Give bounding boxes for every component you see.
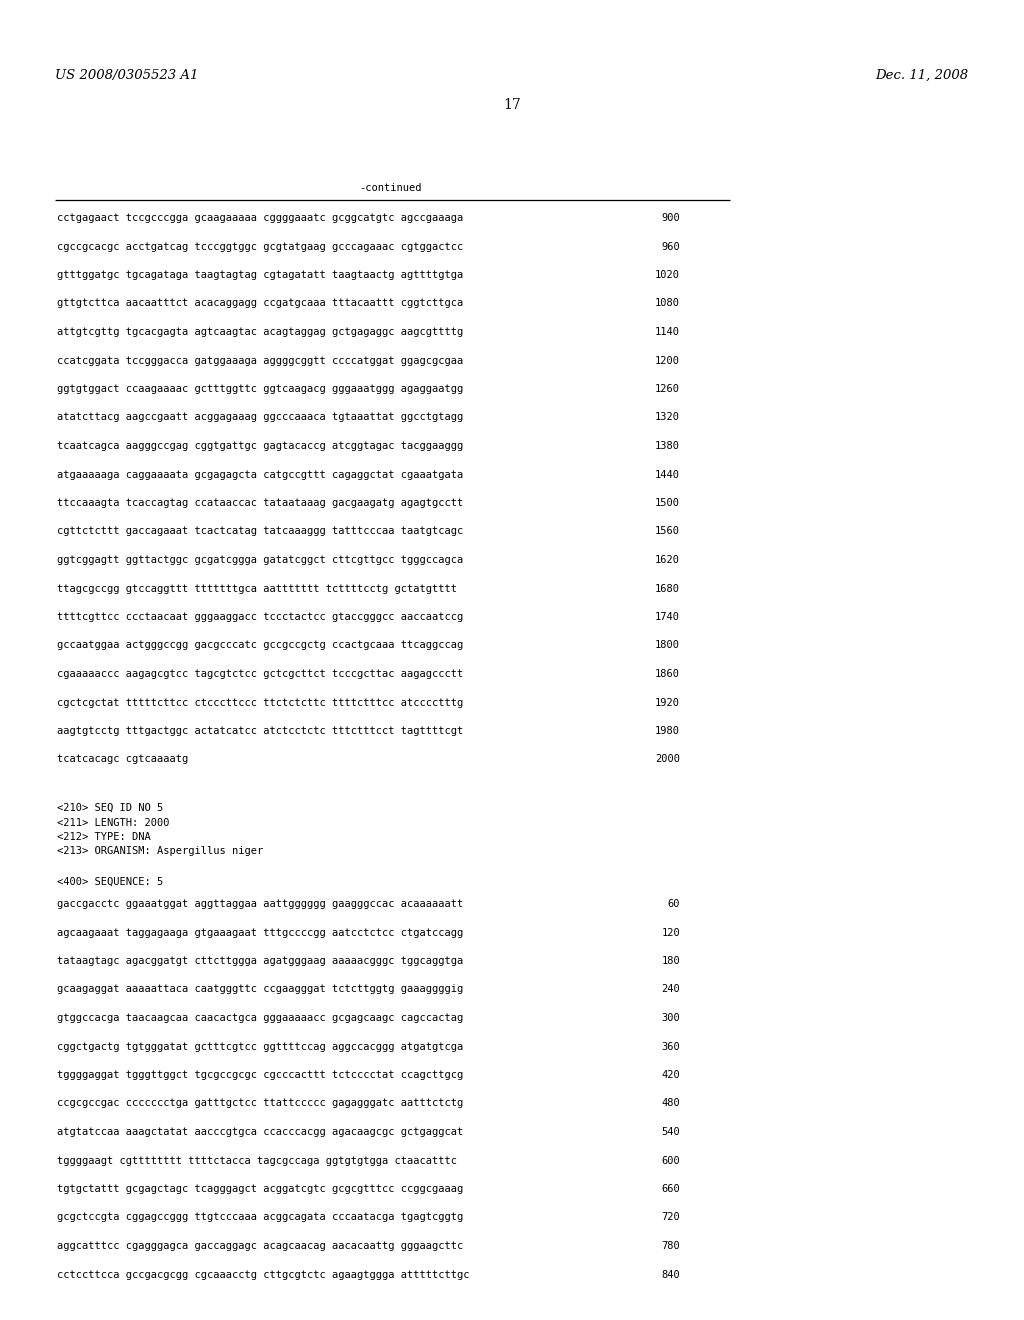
Text: tcatcacagc cgtcaaaatg: tcatcacagc cgtcaaaatg [57, 755, 188, 764]
Text: attgtcgttg tgcacgagta agtcaagtac acagtaggag gctgagaggc aagcgttttg: attgtcgttg tgcacgagta agtcaagtac acagtag… [57, 327, 463, 337]
Text: 540: 540 [662, 1127, 680, 1137]
Text: 1380: 1380 [655, 441, 680, 451]
Text: gaccgacctc ggaaatggat aggttaggaa aattgggggg gaagggccac acaaaaaatt: gaccgacctc ggaaatggat aggttaggaa aattggg… [57, 899, 463, 909]
Text: 180: 180 [662, 956, 680, 966]
Text: US 2008/0305523 A1: US 2008/0305523 A1 [55, 69, 199, 82]
Text: 1440: 1440 [655, 470, 680, 479]
Text: 60: 60 [668, 899, 680, 909]
Text: gcgctccgta cggagccggg ttgtcccaaa acggcagata cccaatacga tgagtcggtg: gcgctccgta cggagccggg ttgtcccaaa acggcag… [57, 1213, 463, 1222]
Text: ccgcgccgac ccccccctga gatttgctcc ttattccccc gagagggatc aatttctctg: ccgcgccgac ccccccctga gatttgctcc ttattcc… [57, 1098, 463, 1109]
Text: aagtgtcctg tttgactggc actatcatcc atctcctctc tttctttcct tagttttcgt: aagtgtcctg tttgactggc actatcatcc atctcct… [57, 726, 463, 737]
Text: -continued: -continued [358, 183, 421, 193]
Text: 240: 240 [662, 985, 680, 994]
Text: 660: 660 [662, 1184, 680, 1195]
Text: 1260: 1260 [655, 384, 680, 393]
Text: 780: 780 [662, 1241, 680, 1251]
Text: tggggaagt cgtttttttt ttttctacca tagcgccaga ggtgtgtgga ctaacatttc: tggggaagt cgtttttttt ttttctacca tagcgcca… [57, 1155, 457, 1166]
Text: 1080: 1080 [655, 298, 680, 309]
Text: tggggaggat tgggttggct tgcgccgcgc cgcccacttt tctcccctat ccagcttgcg: tggggaggat tgggttggct tgcgccgcgc cgcccac… [57, 1071, 463, 1080]
Text: 120: 120 [662, 928, 680, 937]
Text: cctgagaact tccgcccgga gcaagaaaaa cggggaaatc gcggcatgtc agccgaaaga: cctgagaact tccgcccgga gcaagaaaaa cggggaa… [57, 213, 463, 223]
Text: cctccttcca gccgacgcgg cgcaaacctg cttgcgtctc agaagtggga atttttcttgc: cctccttcca gccgacgcgg cgcaaacctg cttgcgt… [57, 1270, 469, 1279]
Text: atgaaaaaga caggaaaata gcgagagcta catgccgttt cagaggctat cgaaatgata: atgaaaaaga caggaaaata gcgagagcta catgccg… [57, 470, 463, 479]
Text: agcaagaaat taggagaaga gtgaaagaat tttgccccgg aatcctctcc ctgatccagg: agcaagaaat taggagaaga gtgaaagaat tttgccc… [57, 928, 463, 937]
Text: 600: 600 [662, 1155, 680, 1166]
Text: 300: 300 [662, 1012, 680, 1023]
Text: <213> ORGANISM: Aspergillus niger: <213> ORGANISM: Aspergillus niger [57, 846, 263, 857]
Text: Dec. 11, 2008: Dec. 11, 2008 [874, 69, 968, 82]
Text: atatcttacg aagccgaatt acggagaaag ggcccaaaca tgtaaattat ggcctgtagg: atatcttacg aagccgaatt acggagaaag ggcccaa… [57, 412, 463, 422]
Text: <210> SEQ ID NO 5: <210> SEQ ID NO 5 [57, 803, 163, 813]
Text: 1920: 1920 [655, 697, 680, 708]
Text: 1800: 1800 [655, 640, 680, 651]
Text: cgttctcttt gaccagaaat tcactcatag tatcaaaggg tatttcccaa taatgtcagc: cgttctcttt gaccagaaat tcactcatag tatcaaa… [57, 527, 463, 536]
Text: cgaaaaaccc aagagcgtcc tagcgtctcc gctcgcttct tcccgcttac aagagccctt: cgaaaaaccc aagagcgtcc tagcgtctcc gctcgct… [57, 669, 463, 678]
Text: aggcatttcc cgagggagca gaccaggagc acagcaacag aacacaattg gggaagcttc: aggcatttcc cgagggagca gaccaggagc acagcaa… [57, 1241, 463, 1251]
Text: 960: 960 [662, 242, 680, 252]
Text: ccatcggata tccgggacca gatggaaaga aggggcggtt ccccatggat ggagcgcgaa: ccatcggata tccgggacca gatggaaaga aggggcg… [57, 355, 463, 366]
Text: gccaatggaa actgggccgg gacgcccatc gccgccgctg ccactgcaaa ttcaggccag: gccaatggaa actgggccgg gacgcccatc gccgccg… [57, 640, 463, 651]
Text: 1740: 1740 [655, 612, 680, 622]
Text: gtggccacga taacaagcaa caacactgca gggaaaaacc gcgagcaagc cagccactag: gtggccacga taacaagcaa caacactgca gggaaaa… [57, 1012, 463, 1023]
Text: gcaagaggat aaaaattaca caatgggttc ccgaagggat tctcttggtg gaaaggggig: gcaagaggat aaaaattaca caatgggttc ccgaagg… [57, 985, 463, 994]
Text: cgctcgctat tttttcttcc ctcccttccc ttctctcttc ttttctttcc atcccctttg: cgctcgctat tttttcttcc ctcccttccc ttctctc… [57, 697, 463, 708]
Text: 17: 17 [503, 98, 521, 112]
Text: 1680: 1680 [655, 583, 680, 594]
Text: gtttggatgc tgcagataga taagtagtag cgtagatatt taagtaactg agttttgtga: gtttggatgc tgcagataga taagtagtag cgtagat… [57, 271, 463, 280]
Text: 420: 420 [662, 1071, 680, 1080]
Text: tataagtagc agacggatgt cttcttggga agatgggaag aaaaacgggc tggcaggtga: tataagtagc agacggatgt cttcttggga agatggg… [57, 956, 463, 966]
Text: 1020: 1020 [655, 271, 680, 280]
Text: ggtcggagtt ggttactggc gcgatcggga gatatcggct cttcgttgcc tgggccagca: ggtcggagtt ggttactggc gcgatcggga gatatcg… [57, 554, 463, 565]
Text: 1140: 1140 [655, 327, 680, 337]
Text: 1500: 1500 [655, 498, 680, 508]
Text: 840: 840 [662, 1270, 680, 1279]
Text: tcaatcagca aagggccgag cggtgattgc gagtacaccg atcggtagac tacggaaggg: tcaatcagca aagggccgag cggtgattgc gagtaca… [57, 441, 463, 451]
Text: atgtatccaa aaagctatat aacccgtgca ccacccacgg agacaagcgc gctgaggcat: atgtatccaa aaagctatat aacccgtgca ccaccca… [57, 1127, 463, 1137]
Text: 720: 720 [662, 1213, 680, 1222]
Text: ggtgtggact ccaagaaaac gctttggttc ggtcaagacg gggaaatggg agaggaatgg: ggtgtggact ccaagaaaac gctttggttc ggtcaag… [57, 384, 463, 393]
Text: cggctgactg tgtgggatat gctttcgtcc ggttttccag aggccacggg atgatgtcga: cggctgactg tgtgggatat gctttcgtcc ggttttc… [57, 1041, 463, 1052]
Text: <400> SEQUENCE: 5: <400> SEQUENCE: 5 [57, 876, 163, 887]
Text: 900: 900 [662, 213, 680, 223]
Text: 1860: 1860 [655, 669, 680, 678]
Text: 2000: 2000 [655, 755, 680, 764]
Text: 480: 480 [662, 1098, 680, 1109]
Text: 1620: 1620 [655, 554, 680, 565]
Text: 1980: 1980 [655, 726, 680, 737]
Text: 360: 360 [662, 1041, 680, 1052]
Text: ttttcgttcc ccctaacaat gggaaggacc tccctactcc gtaccgggcc aaccaatccg: ttttcgttcc ccctaacaat gggaaggacc tccctac… [57, 612, 463, 622]
Text: ttccaaagta tcaccagtag ccataaccac tataataaag gacgaagatg agagtgcctt: ttccaaagta tcaccagtag ccataaccac tataata… [57, 498, 463, 508]
Text: cgccgcacgc acctgatcag tcccggtggc gcgtatgaag gcccagaaac cgtggactcc: cgccgcacgc acctgatcag tcccggtggc gcgtatg… [57, 242, 463, 252]
Text: 1560: 1560 [655, 527, 680, 536]
Text: gttgtcttca aacaatttct acacaggagg ccgatgcaaa tttacaattt cggtcttgca: gttgtcttca aacaatttct acacaggagg ccgatgc… [57, 298, 463, 309]
Text: tgtgctattt gcgagctagc tcagggagct acggatcgtc gcgcgtttcc ccggcgaaag: tgtgctattt gcgagctagc tcagggagct acggatc… [57, 1184, 463, 1195]
Text: 1320: 1320 [655, 412, 680, 422]
Text: <212> TYPE: DNA: <212> TYPE: DNA [57, 832, 151, 842]
Text: <211> LENGTH: 2000: <211> LENGTH: 2000 [57, 817, 170, 828]
Text: 1200: 1200 [655, 355, 680, 366]
Text: ttagcgccgg gtccaggttt tttttttgca aattttttt tcttttcctg gctatgtttt: ttagcgccgg gtccaggttt tttttttgca aattttt… [57, 583, 457, 594]
